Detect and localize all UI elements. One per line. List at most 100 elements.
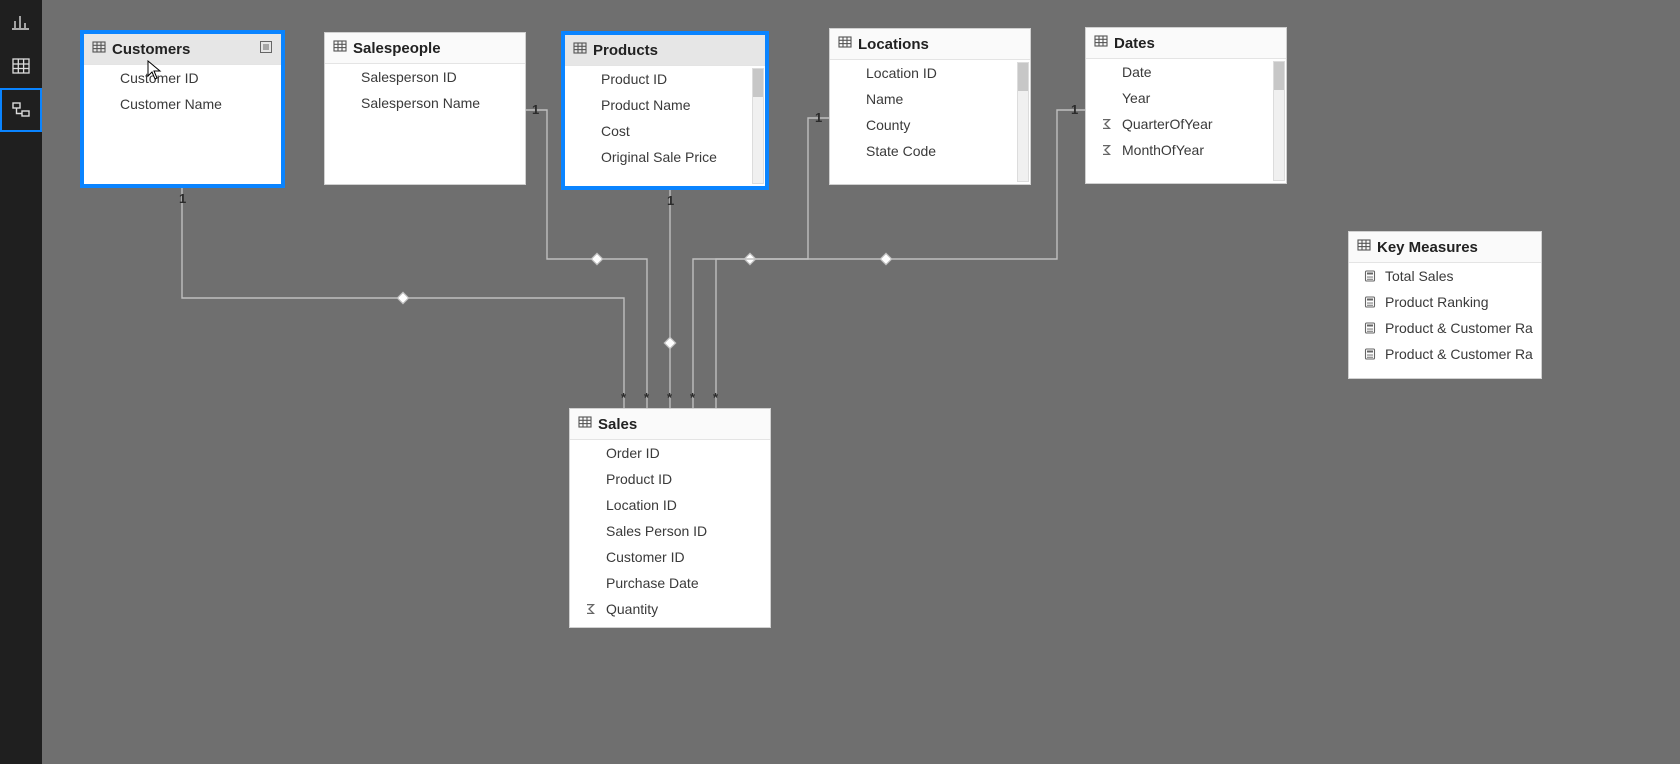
field-label: Customer ID [120, 70, 199, 86]
table-body: Location ID Name County State Code [830, 60, 1030, 184]
expand-fields-icon[interactable] [259, 40, 273, 58]
field-row[interactable]: Salesperson Name [325, 90, 525, 116]
field-label: Quantity [606, 601, 658, 617]
cardinality-label: * [713, 390, 718, 405]
sum-icon [584, 602, 598, 616]
table-sales[interactable]: Sales Order ID Product ID Location ID Sales … [569, 408, 771, 628]
table-body: Order ID Product ID Location ID Sales Perso… [570, 440, 770, 627]
field-row[interactable]: Location ID [830, 60, 1030, 86]
cardinality-label: * [667, 390, 672, 405]
table-salespeople[interactable]: Salespeople Salesperson ID Salesperson Nam… [324, 32, 526, 185]
field-label: QuarterOfYear [1122, 116, 1213, 132]
table-locations[interactable]: Locations Location ID Name County State Code [829, 28, 1031, 185]
field-label: Original Sale Price [601, 149, 717, 165]
sum-icon [1100, 143, 1114, 157]
field-row[interactable]: Total Sales [1349, 263, 1541, 289]
field-row[interactable]: State Code [830, 138, 1030, 164]
table-body: Salesperson ID Salesperson Name [325, 64, 525, 184]
table-header[interactable]: Customers [84, 34, 281, 65]
field-label: State Code [866, 143, 936, 159]
field-label: Customer Name [120, 96, 222, 112]
table-header[interactable]: Sales [570, 409, 770, 440]
field-row[interactable]: Product & Customer Ra [1349, 315, 1541, 341]
field-label: Total Sales [1385, 268, 1453, 284]
field-label: Sales Person ID [606, 523, 707, 539]
cardinality-label: * [644, 390, 649, 405]
field-row[interactable]: Product ID [570, 466, 770, 492]
report-view-button[interactable] [0, 0, 42, 44]
relationship-edge[interactable] [182, 188, 624, 408]
field-label: County [866, 117, 910, 133]
field-label: Name [866, 91, 903, 107]
calc-icon [1363, 295, 1377, 309]
model-view-button[interactable] [0, 88, 42, 132]
field-row[interactable]: Date [1086, 59, 1286, 85]
table-header[interactable]: Locations [830, 29, 1030, 60]
field-label: Cost [601, 123, 630, 139]
table-title: Products [593, 42, 757, 59]
field-row[interactable]: Product & Customer Ra [1349, 341, 1541, 367]
field-row[interactable]: Product Ranking [1349, 289, 1541, 315]
field-label: Salesperson ID [361, 69, 457, 85]
view-switcher-rail [0, 0, 42, 764]
field-row[interactable]: MonthOfYear [1086, 137, 1286, 163]
data-view-button[interactable] [0, 44, 42, 88]
field-label: Salesperson Name [361, 95, 480, 111]
table-title: Key Measures [1377, 239, 1533, 256]
table-icon [578, 415, 592, 433]
relationship-marker [591, 253, 602, 264]
table-title: Salespeople [353, 40, 517, 57]
calc-icon [1363, 269, 1377, 283]
table-body: Product ID Product Name Cost Original Sale … [565, 66, 765, 186]
table-icon [838, 35, 852, 53]
table-header[interactable]: Products [565, 35, 765, 66]
table-keymeasures[interactable]: Key Measures Total Sales Product Ranking Pr… [1348, 231, 1542, 379]
field-label: Product Name [601, 97, 690, 113]
field-row[interactable]: Product Name [565, 92, 765, 118]
table-title: Locations [858, 36, 1022, 53]
relationship-marker [397, 292, 408, 303]
field-row[interactable]: Purchase Date [570, 570, 770, 596]
table-header[interactable]: Dates [1086, 28, 1286, 59]
field-row[interactable]: Original Sale Price [565, 144, 765, 170]
field-row[interactable]: County [830, 112, 1030, 138]
table-customers[interactable]: Customers Customer ID Customer Name [80, 30, 285, 188]
field-label: Product & Customer Ra [1385, 320, 1533, 336]
sum-icon [1100, 117, 1114, 131]
model-canvas[interactable]: Customers Customer ID Customer Name Salespe… [42, 0, 1680, 764]
field-row[interactable]: QuarterOfYear [1086, 111, 1286, 137]
field-row[interactable]: Sales Person ID [570, 518, 770, 544]
field-row[interactable]: Location ID [570, 492, 770, 518]
table-icon [1357, 238, 1371, 256]
field-row[interactable]: Product ID [565, 66, 765, 92]
field-label: MonthOfYear [1122, 142, 1204, 158]
table-dates[interactable]: Dates DateYear QuarterOfYear MonthOfYear [1085, 27, 1287, 184]
field-label: Product & Customer Ra [1385, 346, 1533, 362]
table-title: Customers [112, 41, 253, 58]
field-label: Product ID [601, 71, 667, 87]
relationship-marker [880, 253, 891, 264]
calc-icon [1363, 321, 1377, 335]
field-row[interactable]: Quantity [570, 596, 770, 622]
field-row[interactable]: Name [830, 86, 1030, 112]
table-header[interactable]: Salespeople [325, 33, 525, 64]
table-title: Dates [1114, 35, 1278, 52]
table-products[interactable]: Products Product ID Product Name Cost Origin… [561, 31, 769, 190]
field-label: Location ID [606, 497, 677, 513]
table-icon [333, 39, 347, 57]
field-row[interactable]: Customer ID [570, 544, 770, 570]
field-row[interactable]: Cost [565, 118, 765, 144]
field-row[interactable]: Customer Name [84, 91, 281, 117]
cardinality-label: 1 [815, 110, 822, 125]
field-label: Location ID [866, 65, 937, 81]
field-row[interactable]: Order ID [570, 440, 770, 466]
field-row[interactable]: Year [1086, 85, 1286, 111]
table-header[interactable]: Key Measures [1349, 232, 1541, 263]
calc-icon [1363, 347, 1377, 361]
field-label: Order ID [606, 445, 660, 461]
field-row[interactable]: Salesperson ID [325, 64, 525, 90]
table-body: Customer ID Customer Name [84, 65, 281, 184]
field-row[interactable]: Customer ID [84, 65, 281, 91]
cardinality-label: * [690, 390, 695, 405]
relationship-marker [744, 253, 755, 264]
